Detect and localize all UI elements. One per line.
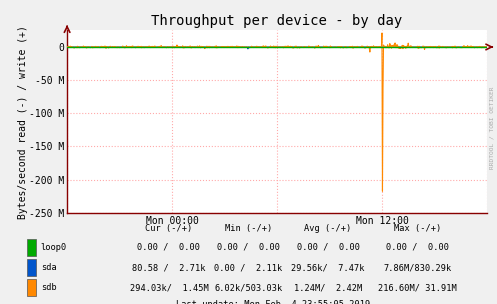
Text: 80.58 /  2.71k: 80.58 / 2.71k: [132, 263, 206, 272]
Text: Last update: Mon Feb  4 23:55:05 2019: Last update: Mon Feb 4 23:55:05 2019: [176, 299, 370, 304]
Y-axis label: Bytes/second read (-) / write (+): Bytes/second read (-) / write (+): [18, 25, 28, 219]
Text: 29.56k/  7.47k: 29.56k/ 7.47k: [291, 263, 365, 272]
Text: Min (-/+): Min (-/+): [225, 224, 272, 233]
Text: 0.00 /  0.00: 0.00 / 0.00: [297, 243, 359, 252]
Bar: [27, 239, 36, 256]
Text: RRDTOOL / TOBI OETIKER: RRDTOOL / TOBI OETIKER: [490, 86, 495, 169]
Bar: [27, 279, 36, 296]
Text: loop0: loop0: [41, 243, 67, 252]
Text: 6.02k/503.03k: 6.02k/503.03k: [214, 283, 283, 292]
Text: 1.24M/  2.42M: 1.24M/ 2.42M: [294, 283, 362, 292]
Text: sda: sda: [41, 263, 57, 272]
Text: 294.03k/  1.45M: 294.03k/ 1.45M: [130, 283, 208, 292]
Title: Throughput per device - by day: Throughput per device - by day: [152, 14, 403, 28]
Text: 0.00 /  2.11k: 0.00 / 2.11k: [214, 263, 283, 272]
Text: 7.86M/830.29k: 7.86M/830.29k: [383, 263, 452, 272]
Text: Max (-/+): Max (-/+): [394, 224, 441, 233]
Text: sdb: sdb: [41, 283, 57, 292]
Text: 0.00 /  0.00: 0.00 / 0.00: [217, 243, 280, 252]
Text: 216.60M/ 31.91M: 216.60M/ 31.91M: [378, 283, 457, 292]
Text: 0.00 /  0.00: 0.00 / 0.00: [386, 243, 449, 252]
Text: 0.00 /  0.00: 0.00 / 0.00: [138, 243, 200, 252]
Text: Cur (-/+): Cur (-/+): [145, 224, 193, 233]
Bar: [27, 259, 36, 276]
Text: Avg (-/+): Avg (-/+): [304, 224, 352, 233]
